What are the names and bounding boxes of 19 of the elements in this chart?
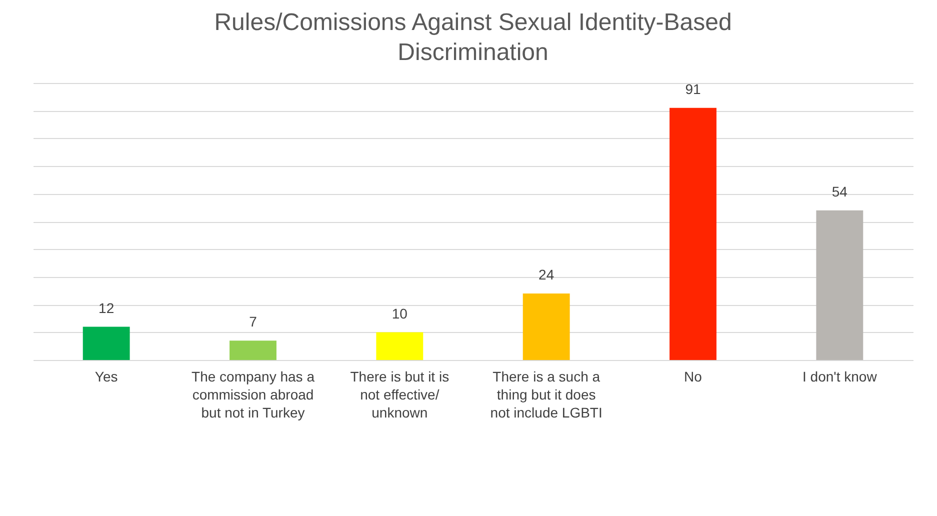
bar (522, 294, 570, 360)
data-label: 10 (392, 305, 408, 322)
x-tick-label: Yes (94, 368, 118, 384)
data-label: 91 (685, 80, 701, 97)
x-tick-label: No (684, 368, 702, 384)
bar (670, 108, 716, 360)
bar (82, 326, 130, 360)
data-label: 12 (98, 300, 114, 316)
chart-title: Rules/Comissions Against Sexual Identity-Based Discrimination (214, 8, 732, 66)
x-tick-label: There is but it is not effective/ unknown (350, 368, 450, 420)
bar (376, 332, 424, 360)
data-label: 24 (538, 266, 554, 283)
x-tick-label: There is a such a thing but it does not include LGBTI (490, 368, 602, 420)
x-tick-label: I don't know (802, 368, 878, 384)
x-tick-label: The company has a commission abroad but not in Turkey (192, 368, 315, 420)
bar (816, 210, 864, 360)
bar (230, 340, 276, 360)
data-label: 7 (249, 314, 258, 330)
data-label: 54 (832, 183, 848, 200)
